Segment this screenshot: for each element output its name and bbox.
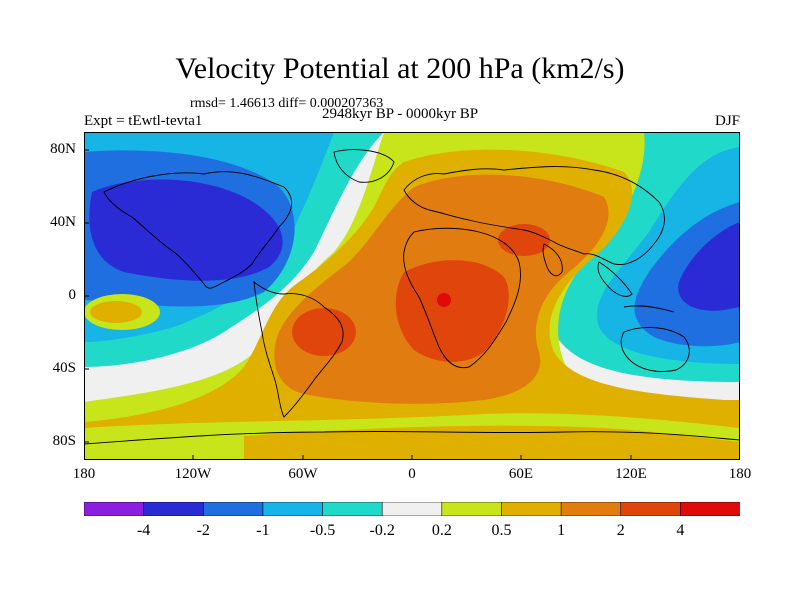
y-tick-label: 80N: [50, 141, 76, 157]
x-tick-label: 120E: [615, 466, 647, 482]
colorbar-swatch: [381, 502, 443, 516]
colorbar-swatch: [143, 502, 204, 516]
field-pos-very-arabia: [498, 224, 550, 256]
field-pos-very-samerica: [292, 308, 356, 356]
coast-eurasia: [403, 166, 665, 265]
coast-south-america: [253, 280, 344, 418]
colorbar-swatch: [441, 502, 503, 516]
y-tick-label: 80S: [52, 433, 76, 449]
coast-australia: [620, 327, 690, 373]
experiment-label: Expt = tEwtl-tevta1: [84, 113, 203, 129]
x-tick-label: 180: [728, 466, 752, 482]
colorbar-label: 0.2: [431, 522, 452, 539]
colorbar-swatch: [322, 502, 383, 516]
colorbar-label: 1: [557, 522, 566, 539]
velocity-potential-map: [84, 132, 740, 460]
colorbar: [84, 502, 740, 516]
stats-line: rmsd= 1.46613 diff= 0.000207363: [190, 96, 384, 111]
colorbar-label: -2: [196, 522, 210, 539]
colorbar-swatch: [560, 502, 622, 516]
field-pos-very-africa: [395, 260, 509, 362]
x-tick-label: 0: [408, 466, 416, 482]
colorbar-label: 2: [616, 522, 625, 539]
colorbar-label: 4: [676, 522, 685, 539]
field-pos-blob-dateline-inner: [90, 301, 142, 323]
colorbar-label: 0.5: [491, 522, 512, 539]
coast-africa: [403, 227, 521, 369]
coast-antarctica: [84, 430, 740, 445]
coastlines: [84, 149, 740, 445]
colorbar-swatch: [202, 502, 264, 516]
coast-indonesia: [623, 305, 675, 313]
axis-ticks: [84, 149, 632, 460]
coast-se-asia: [597, 261, 633, 297]
season-label: DJF: [714, 113, 740, 129]
field-very-neg-east: [678, 222, 740, 311]
field-antarctic-band-inner: [244, 425, 740, 460]
colorbar-swatch: [501, 502, 562, 516]
colorbar-swatch: [84, 502, 145, 516]
y-tick-label: 40S: [52, 360, 76, 376]
field-very-neg-west: [89, 179, 283, 281]
colorbar-swatch: [680, 502, 740, 516]
y-tick-label: 0: [68, 287, 77, 303]
colorbar-label: -0.5: [309, 522, 336, 539]
colorbar-label: -1: [256, 522, 270, 539]
x-tick-label: 60E: [508, 466, 534, 482]
field-pos-max: [437, 293, 451, 307]
x-tick-label: 120W: [174, 466, 212, 482]
x-tick-label: 60W: [288, 466, 318, 482]
colorbar-label: -0.2: [369, 522, 395, 539]
period-label: 2948kyr BP - 0000kyr BP: [322, 106, 479, 122]
colorbar-swatch: [262, 502, 324, 516]
colorbar-label: -4: [136, 522, 151, 539]
x-tick-label: 180: [72, 466, 96, 482]
coast-greenland: [333, 149, 395, 183]
coast-india: [542, 243, 563, 277]
coast-north-america: [103, 171, 293, 289]
chart-title: Velocity Potential at 200 hPa (km2/s): [175, 52, 625, 85]
y-tick-label: 40N: [50, 214, 76, 230]
colorbar-swatch: [620, 502, 681, 516]
